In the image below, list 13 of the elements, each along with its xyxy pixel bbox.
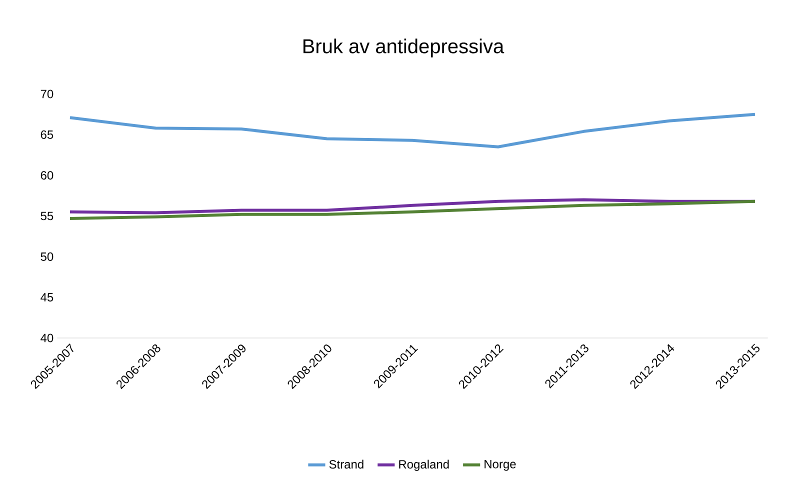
legend-label: Norge bbox=[484, 460, 516, 471]
y-tick-label: 50 bbox=[40, 252, 54, 261]
y-tick-label: 65 bbox=[40, 130, 54, 139]
y-tick-label: 70 bbox=[40, 90, 54, 98]
y-tick-label: 55 bbox=[40, 212, 54, 220]
y-tick-label: 60 bbox=[40, 171, 54, 180]
legend-label: Strand bbox=[329, 460, 364, 469]
y-tick-label: 45 bbox=[40, 293, 54, 302]
chart-title: Bruk av antidepressiva bbox=[303, 38, 504, 58]
y-tick-label: 40 bbox=[40, 334, 54, 342]
line-series bbox=[68, 112, 756, 148]
line-series bbox=[68, 200, 756, 220]
legend-label: Rogaland bbox=[399, 460, 449, 471]
